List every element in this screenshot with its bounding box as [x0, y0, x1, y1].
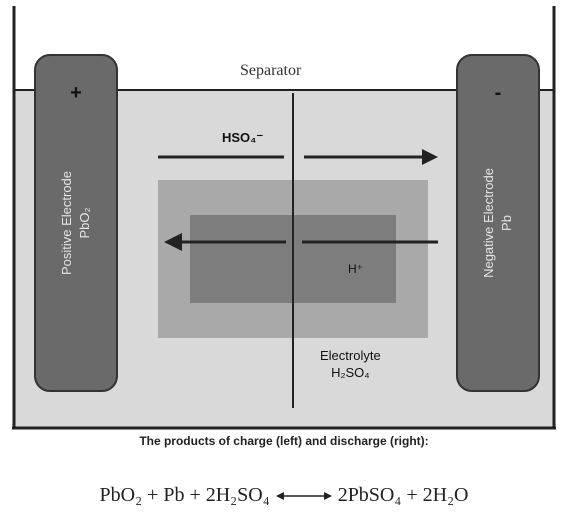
positive-electrode-name: Positive Electrode: [58, 73, 76, 373]
equation-products: 2PbSO₄ + 2H₂O: [338, 484, 469, 506]
separator-label: Separator: [240, 62, 301, 80]
negative-electrode-formula: Pb: [498, 73, 516, 373]
diagram-caption: The products of charge (left) and discha…: [0, 434, 568, 448]
electrolyte-name: Electrolyte: [320, 347, 381, 364]
hso4-ion-label: HSO₄⁻: [222, 130, 263, 146]
negative-electrode-name: Negative Electrode: [480, 73, 498, 373]
negative-electrode-label: Negative Electrode Pb: [480, 73, 516, 373]
positive-electrode: + Positive Electrode PbO₂: [34, 54, 118, 392]
positive-electrode-formula: PbO₂: [76, 73, 94, 373]
hydrogen-ion-label: H⁺: [348, 262, 363, 276]
positive-electrode-label: Positive Electrode PbO₂: [58, 73, 94, 373]
reaction-equation: PbO₂ + Pb + 2H₂SO₄ 2PbSO₄ + 2H₂O: [0, 484, 568, 507]
reversible-arrow-icon: [275, 489, 333, 503]
electrolyte-formula: H₂SO₄: [320, 364, 381, 381]
negative-electrode: - Negative Electrode Pb: [456, 54, 540, 392]
equation-reactants: PbO₂ + Pb + 2H₂SO₄: [100, 484, 270, 506]
electrolyte-label: Electrolyte H₂SO₄: [320, 347, 381, 381]
